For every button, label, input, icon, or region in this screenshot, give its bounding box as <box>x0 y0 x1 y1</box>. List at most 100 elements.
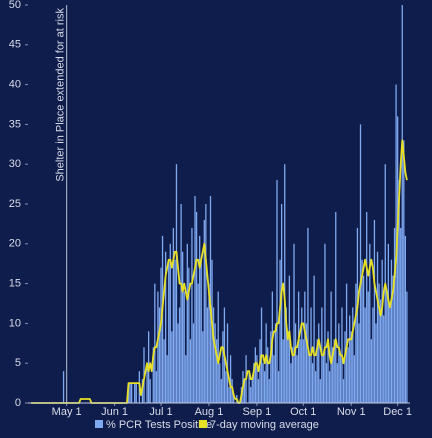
bar <box>293 243 295 403</box>
bar <box>376 251 379 403</box>
bar <box>358 323 360 403</box>
bar <box>336 363 338 403</box>
bar <box>389 307 391 403</box>
bar <box>164 251 167 403</box>
bar <box>262 363 264 403</box>
bar <box>404 235 407 403</box>
bar <box>243 379 246 403</box>
bar <box>183 291 185 403</box>
bar <box>149 379 151 403</box>
bar <box>364 307 366 403</box>
bar <box>195 211 198 403</box>
bar <box>225 371 227 403</box>
y-tick-label: 30 <box>9 158 21 170</box>
bar <box>256 355 258 403</box>
bar <box>299 339 301 403</box>
bar <box>390 259 393 403</box>
bar <box>285 307 287 403</box>
bar <box>155 371 158 403</box>
bar <box>168 259 170 403</box>
bar <box>324 243 326 403</box>
bar <box>319 379 321 403</box>
bar <box>383 315 385 403</box>
bar <box>287 331 289 403</box>
bar <box>335 211 337 403</box>
x-tick-label: Oct 1 <box>290 406 316 418</box>
bar <box>279 259 281 403</box>
y-tick-label: 15 <box>9 278 21 290</box>
bar <box>367 291 369 403</box>
bar <box>291 347 294 403</box>
bar <box>177 323 179 403</box>
bar <box>250 387 252 403</box>
bar <box>212 307 215 403</box>
bar <box>257 379 260 403</box>
bar <box>174 259 176 403</box>
bar <box>349 315 351 403</box>
bar <box>362 275 365 403</box>
bar <box>359 124 362 404</box>
bar <box>350 331 352 403</box>
bar <box>366 211 368 403</box>
y-tick-label: 45 <box>9 39 21 51</box>
x-tick-label: May 1 <box>52 406 82 418</box>
y-tick-label: 35 <box>9 118 21 130</box>
annotation-text: Shelter in Place extended for at risk <box>55 8 67 182</box>
x-tick-label: Sep 1 <box>243 406 272 418</box>
bar <box>171 331 173 403</box>
bar <box>347 347 349 403</box>
bar <box>191 227 193 403</box>
bar <box>305 323 308 403</box>
bar <box>353 355 355 403</box>
bar <box>203 219 205 403</box>
bar <box>158 307 161 403</box>
bar <box>166 355 168 403</box>
bar <box>186 243 188 403</box>
bar <box>135 383 137 403</box>
bar <box>373 219 376 403</box>
bar <box>152 347 154 403</box>
bar <box>253 363 255 403</box>
bar <box>189 339 192 403</box>
bar <box>313 275 315 403</box>
bar <box>276 180 278 403</box>
bar <box>400 227 402 403</box>
bar <box>182 251 184 403</box>
bar <box>202 331 204 403</box>
bar <box>154 283 156 403</box>
x-tick-label: Jun 1 <box>101 406 128 418</box>
bar <box>375 323 377 403</box>
y-tick-label: 20 <box>9 238 21 250</box>
bar <box>355 283 357 403</box>
bar <box>229 355 232 403</box>
bar <box>62 371 65 403</box>
bar <box>315 371 317 403</box>
bar <box>379 299 382 403</box>
bar <box>284 164 286 403</box>
bar <box>200 259 202 403</box>
bar <box>338 323 340 403</box>
bar <box>214 323 216 403</box>
bar <box>197 283 199 403</box>
y-tick-label: 50 <box>9 0 21 11</box>
x-tick-label: Nov 1 <box>337 406 366 418</box>
bar <box>175 164 178 403</box>
bar <box>169 243 171 403</box>
bar <box>327 331 329 403</box>
bar <box>282 339 284 403</box>
bar <box>387 243 389 403</box>
bar <box>273 355 275 403</box>
bar <box>392 275 394 403</box>
bar <box>308 355 311 403</box>
legend-label: % PCR Tests Positive <box>106 419 212 431</box>
bar <box>274 323 277 403</box>
bar <box>280 204 283 403</box>
legend-label: 7-day moving average <box>210 419 319 431</box>
bar <box>318 323 320 403</box>
bar <box>233 395 235 403</box>
bar <box>332 347 334 403</box>
bar <box>254 347 256 403</box>
bar <box>344 331 346 403</box>
bar <box>228 387 230 403</box>
bar <box>199 235 201 403</box>
